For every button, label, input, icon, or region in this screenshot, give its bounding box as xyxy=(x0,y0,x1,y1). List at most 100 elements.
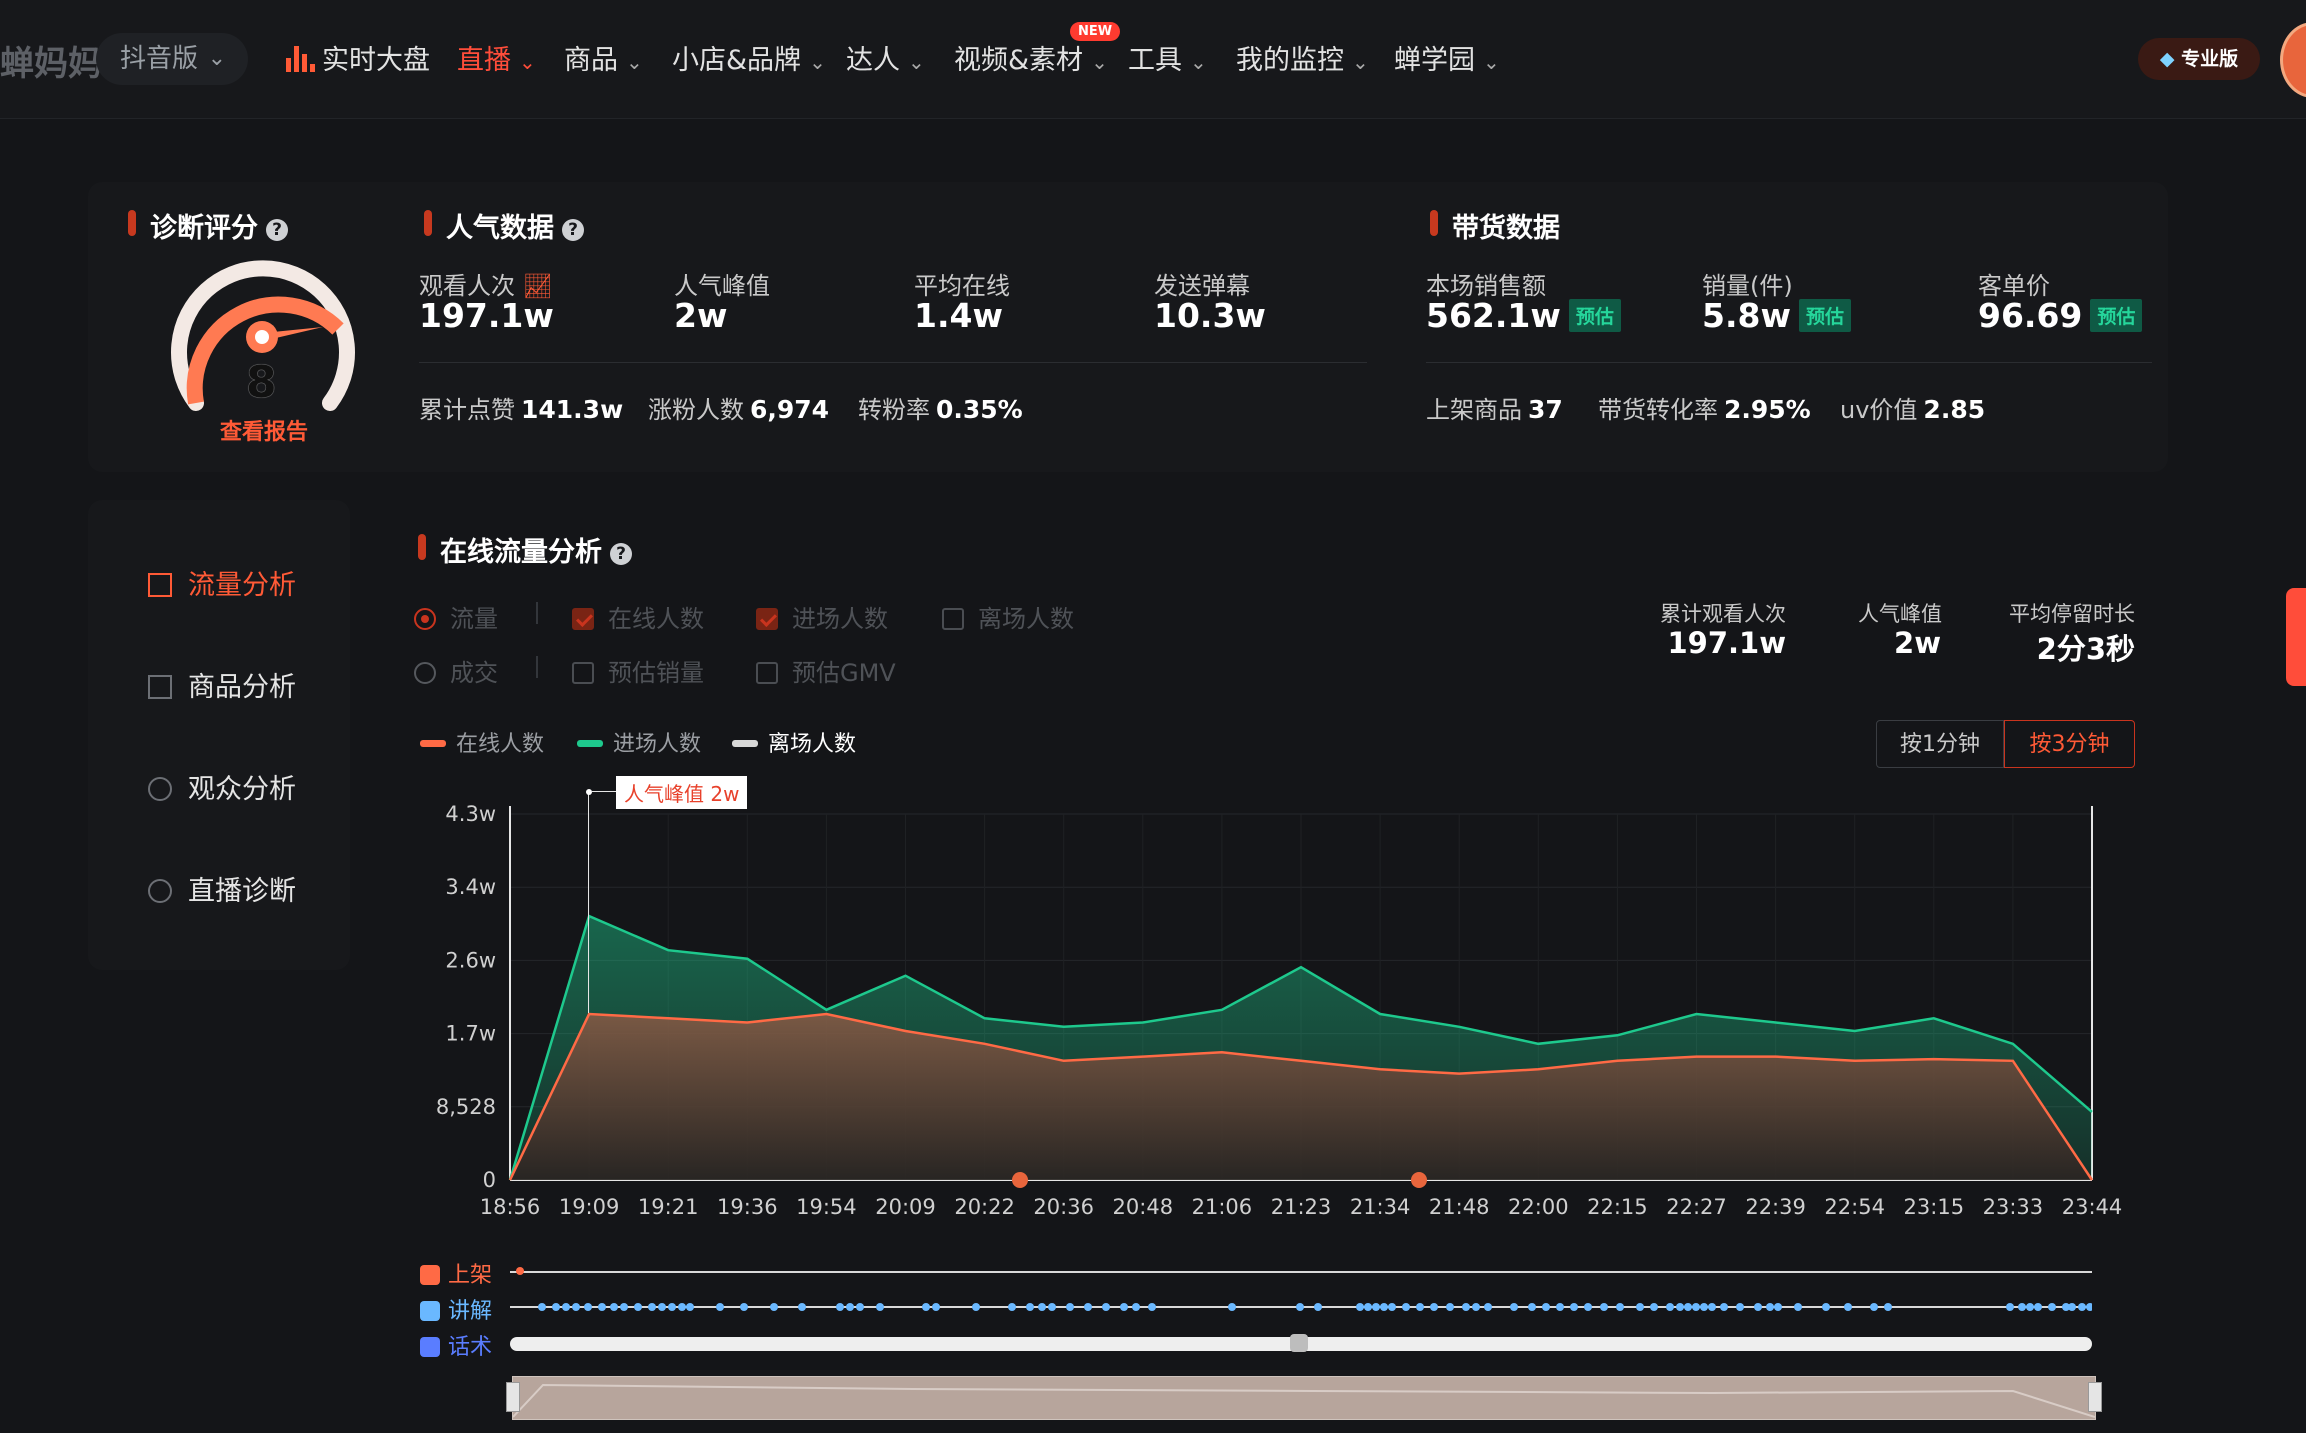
explain-dot[interactable] xyxy=(584,1303,592,1311)
explain-dot[interactable] xyxy=(2034,1303,2042,1311)
legend-enter[interactable]: 进场人数 xyxy=(577,726,701,758)
help-icon[interactable]: ? xyxy=(562,219,584,241)
explain-dot[interactable] xyxy=(798,1303,806,1311)
explain-dot[interactable] xyxy=(1636,1303,1644,1311)
explain-dot[interactable] xyxy=(1102,1303,1110,1311)
explain-dot[interactable] xyxy=(1616,1303,1624,1311)
explain-dot[interactable] xyxy=(1736,1303,1744,1311)
explain-dot[interactable] xyxy=(1822,1303,1830,1311)
floating-side-tab[interactable] xyxy=(2286,588,2306,686)
explain-dot[interactable] xyxy=(572,1303,580,1311)
range-slider-track[interactable] xyxy=(512,1376,2096,1420)
filter-online-checkbox[interactable]: 在线人数 xyxy=(572,599,704,634)
explain-dot[interactable] xyxy=(562,1303,570,1311)
explain-dot[interactable] xyxy=(1754,1303,1762,1311)
explain-dot[interactable] xyxy=(1870,1303,1878,1311)
explain-dot[interactable] xyxy=(1708,1303,1716,1311)
help-icon[interactable]: ? xyxy=(266,219,288,241)
explain-dot[interactable] xyxy=(668,1303,676,1311)
explain-dot[interactable] xyxy=(1380,1303,1388,1311)
explain-dot[interactable] xyxy=(1884,1303,1892,1311)
explain-dot[interactable] xyxy=(1120,1303,1128,1311)
product-marker-icon[interactable] xyxy=(1012,1172,1028,1188)
filter-est-sales-checkbox[interactable]: 预估销量 xyxy=(572,653,704,688)
toggle-3min[interactable]: 按3分钟 xyxy=(2004,720,2135,768)
sidebar-item-diagnosis[interactable]: 直播诊断 xyxy=(148,869,296,908)
explain-dot[interactable] xyxy=(1314,1303,1322,1311)
sidebar-item-audience[interactable]: 观众分析 xyxy=(148,767,296,806)
nav-realtime-board[interactable]: 实时大盘 xyxy=(286,38,430,77)
explain-dot[interactable] xyxy=(1720,1303,1728,1311)
explain-dot[interactable] xyxy=(1484,1303,1492,1311)
explain-dot[interactable] xyxy=(972,1303,980,1311)
explain-dot[interactable] xyxy=(1510,1303,1518,1311)
series-line-1[interactable] xyxy=(508,914,2093,1181)
filter-traffic-radio[interactable]: 流量 xyxy=(414,599,498,634)
explain-dot[interactable] xyxy=(1528,1303,1536,1311)
explain-dot[interactable] xyxy=(648,1303,656,1311)
nav-academy[interactable]: 蝉学园 ⌄ xyxy=(1394,38,1500,77)
product-marker-icon[interactable] xyxy=(1411,1172,1427,1188)
filter-enter-checkbox[interactable]: 进场人数 xyxy=(756,599,888,634)
explain-dot[interactable] xyxy=(678,1303,686,1311)
series-line-0[interactable] xyxy=(508,1012,2094,1181)
explain-dot[interactable] xyxy=(1844,1303,1852,1311)
explain-dot[interactable] xyxy=(2068,1303,2076,1311)
explain-dot[interactable] xyxy=(1542,1303,1550,1311)
explain-dot[interactable] xyxy=(1364,1303,1372,1311)
explain-dot[interactable] xyxy=(1774,1303,1782,1311)
explain-dot[interactable] xyxy=(1666,1303,1674,1311)
explain-dot[interactable] xyxy=(740,1303,748,1311)
lock-icon[interactable] xyxy=(1290,1334,1308,1352)
explain-dot[interactable] xyxy=(2026,1303,2034,1311)
explain-dot[interactable] xyxy=(686,1303,694,1311)
explain-dot[interactable] xyxy=(836,1303,844,1311)
explain-dot[interactable] xyxy=(1388,1303,1396,1311)
nav-products[interactable]: 商品 ⌄ xyxy=(564,38,643,77)
explain-dot[interactable] xyxy=(1026,1303,1034,1311)
explain-dot[interactable] xyxy=(2062,1303,2070,1311)
explain-dot[interactable] xyxy=(1570,1303,1578,1311)
explain-dot[interactable] xyxy=(1008,1303,1016,1311)
explain-dot[interactable] xyxy=(922,1303,930,1311)
explain-dot[interactable] xyxy=(932,1303,940,1311)
explain-dot[interactable] xyxy=(658,1303,666,1311)
explain-dot[interactable] xyxy=(2018,1303,2026,1311)
explain-dot[interactable] xyxy=(1766,1303,1774,1311)
explain-dot[interactable] xyxy=(1684,1303,1692,1311)
explain-dot[interactable] xyxy=(1584,1303,1592,1311)
explain-dot[interactable] xyxy=(1650,1303,1658,1311)
nav-my-monitor[interactable]: 我的监控 ⌄ xyxy=(1236,38,1369,77)
explain-dot[interactable] xyxy=(1462,1303,1470,1311)
explain-dot[interactable] xyxy=(1446,1303,1454,1311)
explain-dot[interactable] xyxy=(1372,1303,1380,1311)
explain-dot[interactable] xyxy=(1692,1303,1700,1311)
range-handle-right[interactable] xyxy=(2088,1382,2102,1412)
user-avatar[interactable] xyxy=(2280,22,2306,98)
explain-dot[interactable] xyxy=(876,1303,884,1311)
nav-shop-brand[interactable]: 小店&品牌 ⌄ xyxy=(672,38,826,77)
explain-dot[interactable] xyxy=(598,1303,606,1311)
brand-logo-text[interactable]: 蝉妈妈 xyxy=(0,44,102,84)
nav-live[interactable]: 直播 ⌄ xyxy=(457,38,536,77)
legend-leave[interactable]: 离场人数 xyxy=(732,726,856,758)
explain-dot[interactable] xyxy=(610,1303,618,1311)
explain-dot[interactable] xyxy=(1700,1303,1708,1311)
nav-tools[interactable]: 工具 ⌄ xyxy=(1128,38,1207,77)
filter-est-gmv-checkbox[interactable]: 预估GMV xyxy=(756,653,896,688)
explain-dot[interactable] xyxy=(1430,1303,1438,1311)
explain-dot[interactable] xyxy=(538,1303,546,1311)
explain-dot[interactable] xyxy=(1296,1303,1304,1311)
timeline-explain-dots[interactable] xyxy=(510,1300,2092,1314)
explain-dot[interactable] xyxy=(1472,1303,1480,1311)
explain-dot[interactable] xyxy=(846,1303,854,1311)
range-handle-left[interactable] xyxy=(506,1382,520,1412)
explain-dot[interactable] xyxy=(1084,1303,1092,1311)
explain-dot[interactable] xyxy=(2086,1303,2092,1311)
explain-dot[interactable] xyxy=(552,1303,560,1311)
explain-dot[interactable] xyxy=(1556,1303,1564,1311)
explain-dot[interactable] xyxy=(2006,1303,2014,1311)
legend-online[interactable]: 在线人数 xyxy=(420,726,544,758)
explain-dot[interactable] xyxy=(634,1303,642,1311)
pro-version-button[interactable]: ◆ 专业版 xyxy=(2138,38,2260,80)
